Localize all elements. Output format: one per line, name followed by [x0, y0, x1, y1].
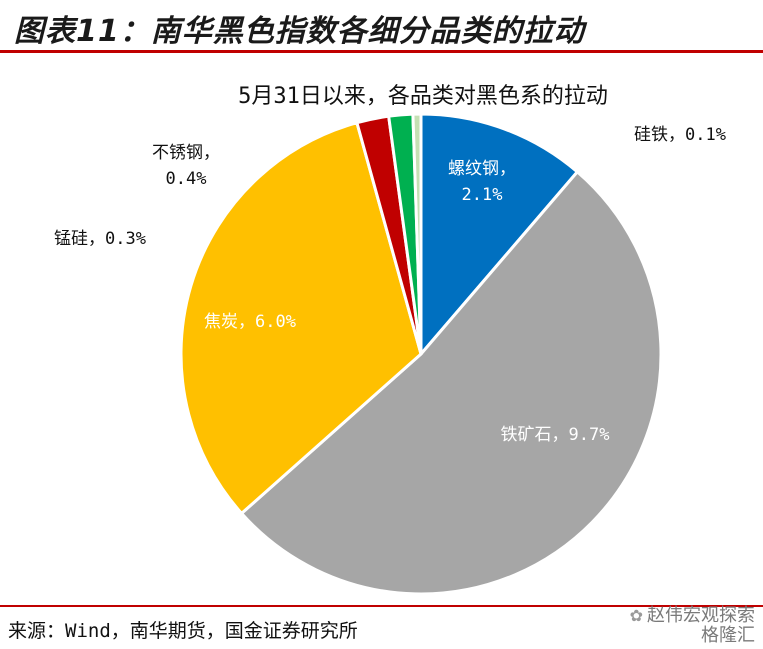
- title-rule: [0, 50, 763, 53]
- slice-label-5: 锰硅，0.3%: [54, 229, 146, 249]
- slice-label-2: 铁矿石，9.7%: [501, 425, 610, 445]
- source-note: 来源：Wind，南华期货，国金证券研究所: [8, 620, 358, 642]
- chart-title: 5月31日以来，各品类对黑色系的拉动: [238, 84, 608, 109]
- pie-slice-1: [419, 112, 580, 359]
- slice-label-3: 焦炭，6.0%: [204, 312, 296, 332]
- wechat-icon: ✿: [629, 606, 643, 625]
- pie-chart: 5月31日以来，各品类对黑色系的拉动 螺纹钢， 2.1% 铁矿石，9.7% 焦炭，6.…: [54, 84, 726, 596]
- source-rule: [0, 605, 763, 607]
- slice-label-1: 螺纹钢， 2.1%: [448, 159, 516, 205]
- slice-label-6: 硅铁，0.1%: [634, 125, 726, 145]
- pie-slice-3: [179, 120, 423, 516]
- watermark-text: 赵伟宏观探索: [647, 605, 755, 626]
- watermark: ✿ 赵伟宏观探索 格隆汇: [630, 606, 755, 646]
- figure-title: 图表11：南华黑色指数各细分品类的拉动: [14, 14, 585, 49]
- pie-slice-6: [411, 112, 423, 355]
- pie-slices: [179, 112, 663, 596]
- slice-label-4: 不锈钢， 0.4%: [152, 143, 220, 189]
- pie-slice-2: [239, 169, 663, 596]
- pie-labels: 螺纹钢， 2.1% 铁矿石，9.7% 焦炭，6.0% 不锈钢， 0.4% 锰硅，0.3% 硅铁…: [54, 125, 726, 445]
- watermark-sub: 格隆汇: [701, 625, 755, 646]
